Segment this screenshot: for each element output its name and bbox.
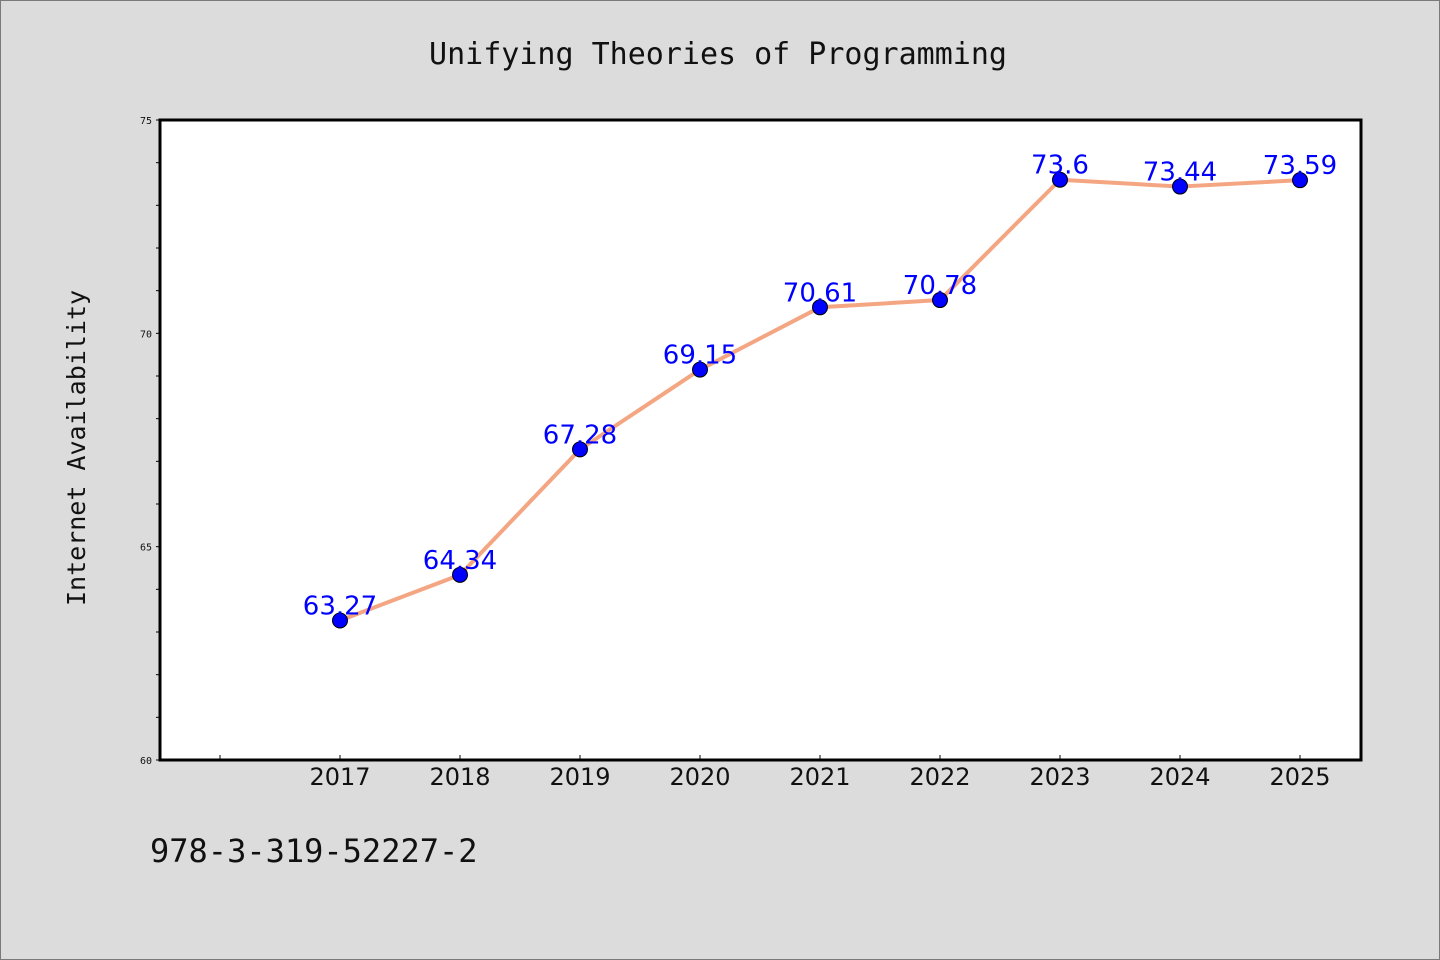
x-tick-label: 2021 — [789, 763, 850, 791]
y-axis-label: Internet Availability — [62, 290, 91, 606]
data-point — [1052, 171, 1068, 188]
x-tick-label: 2019 — [549, 763, 610, 791]
y-axis: 60 65 70 75 — [140, 116, 160, 767]
data-label: 70.78 — [903, 271, 977, 301]
data-point — [1292, 172, 1308, 189]
series-data-labels: 63.27 64.34 67.28 69.15 70.61 70.78 73.6 73.44 7… — [303, 151, 1337, 622]
data-label: 73.59 — [1263, 151, 1337, 181]
data-point — [932, 292, 948, 309]
x-tick-label: 2024 — [1149, 763, 1210, 791]
x-tick-label: 2022 — [909, 763, 970, 791]
data-point — [572, 441, 588, 458]
x-tick-label: 2025 — [1269, 763, 1330, 791]
data-label: 63.27 — [303, 591, 377, 621]
data-label: 67.28 — [543, 420, 617, 450]
x-axis: 2017 2018 2019 2020 2021 2022 2023 2024 2025 — [219, 755, 1331, 791]
y-tick-label: 60 — [140, 756, 152, 767]
data-point — [1172, 178, 1188, 195]
data-label: 64.34 — [423, 546, 497, 576]
isbn-text: 978-3-319-52227-2 — [150, 832, 478, 870]
plot-area — [158, 118, 1363, 762]
series-points — [332, 171, 1308, 629]
data-point — [692, 361, 708, 378]
y-tick-label: 70 — [140, 329, 152, 340]
data-label: 73.6 — [1031, 151, 1089, 181]
data-point — [332, 612, 348, 629]
x-tick-label: 2017 — [309, 763, 370, 791]
x-tick-label: 2023 — [1029, 763, 1090, 791]
data-label: 69.15 — [663, 341, 737, 371]
data-point — [812, 299, 828, 316]
y-tick-label: 75 — [140, 116, 152, 127]
chart-title: Unifying Theories of Programming — [429, 37, 1007, 72]
data-label: 73.44 — [1143, 158, 1217, 188]
x-tick-label: 2020 — [669, 763, 730, 791]
x-tick-label: 2018 — [429, 763, 490, 791]
y-tick-label: 65 — [140, 543, 152, 554]
data-label: 70.61 — [783, 278, 857, 308]
data-point — [452, 566, 468, 583]
